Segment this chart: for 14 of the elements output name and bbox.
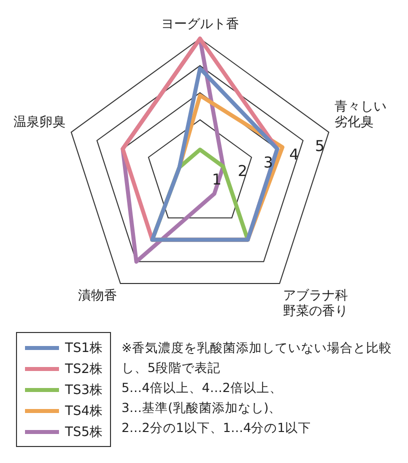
spoke-label: 温泉卵臭 [14,114,66,130]
legend-label: TS5株 [65,424,102,440]
spoke-label: アブラナ科野菜の香り [283,288,348,320]
y-tick-label: 5 [314,136,325,155]
spoke-label: 漬物香 [78,288,117,304]
spoke-label: ヨーグルト香 [161,17,239,32]
legend-label: TS1株 [65,340,102,356]
y-tick-label: 4 [289,145,299,164]
text: ※香気濃度を乳酸菌添加していない場合と比較し、5段階で表記 5…4倍以上、4…2倍以上、 3…基準(乳酸菌添加なし)、 2…2分の1以下、1…4分の1以下 [121,339,393,437]
legend-label: TS4株 [65,402,102,420]
y-tick-label: 2 [238,162,248,180]
legend-label: TS2株 [65,360,102,378]
spoke-label: 青々しい劣化臭 [334,99,386,130]
legend-label: TS3株 [65,382,102,398]
